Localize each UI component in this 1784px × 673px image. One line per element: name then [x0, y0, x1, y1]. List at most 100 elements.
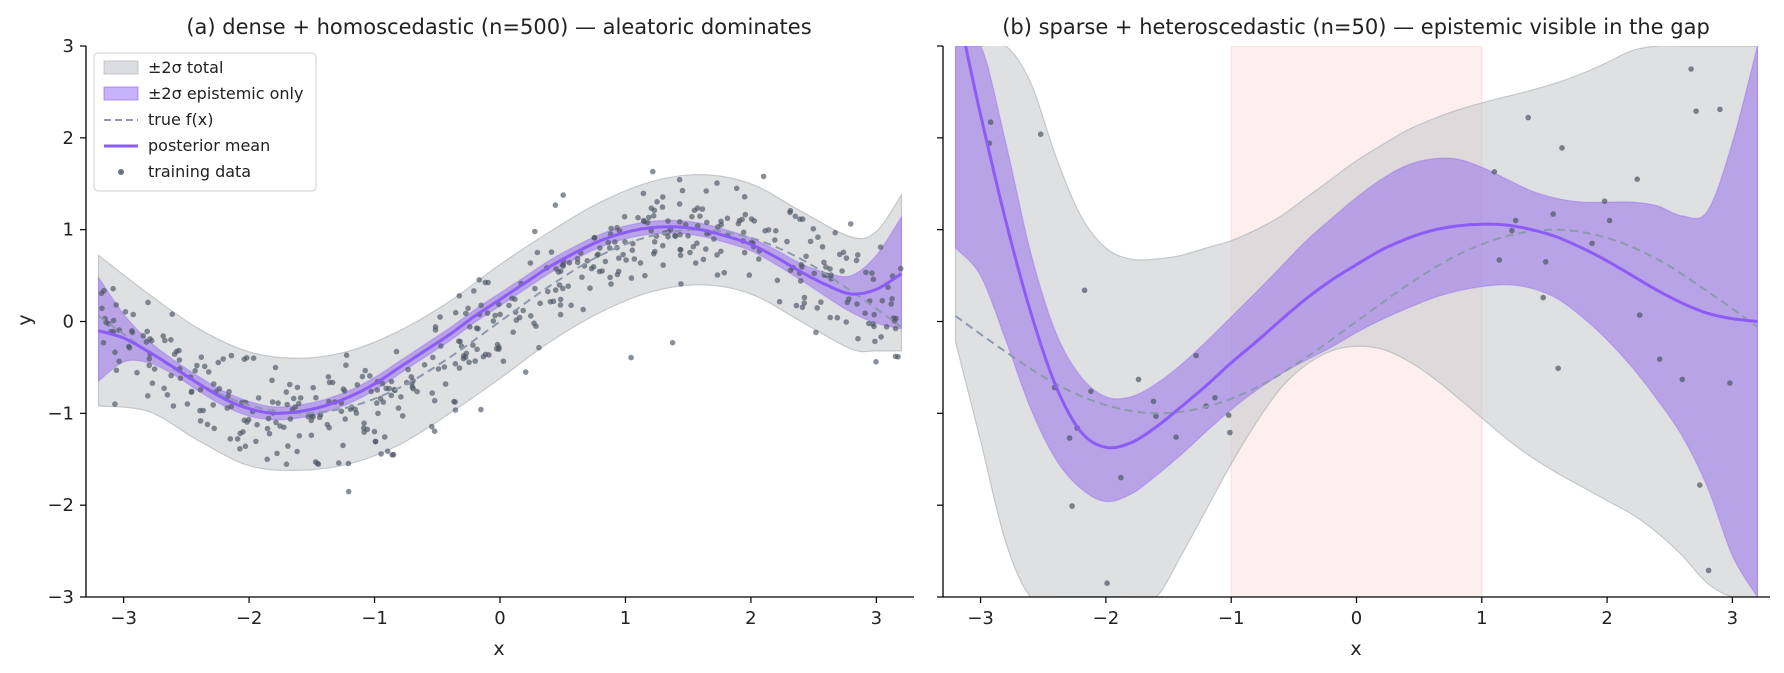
panel-b: (b) sparse + heteroscedastic (n=50) — ep… — [937, 15, 1770, 660]
data-point — [714, 272, 721, 278]
x-tick-label: −1 — [1218, 608, 1245, 629]
legend-total-swatch — [103, 60, 139, 75]
data-point — [485, 279, 491, 286]
data-point — [718, 248, 724, 255]
data-point — [476, 277, 483, 283]
data-point — [813, 329, 819, 336]
data-point — [255, 395, 262, 401]
legend-total-label: ±2σ total — [148, 58, 223, 77]
data-point — [432, 327, 439, 333]
data-point — [839, 268, 845, 274]
data-point — [274, 450, 280, 457]
legend-box — [93, 52, 317, 192]
data-point — [361, 420, 367, 427]
data-point — [1150, 398, 1157, 405]
x-tick-label: 3 — [871, 608, 882, 629]
data-point — [741, 194, 748, 200]
data-point — [129, 328, 135, 334]
data-point — [110, 285, 116, 292]
data-point — [343, 362, 349, 369]
x-tick-label: 0 — [494, 608, 505, 629]
data-point — [184, 401, 191, 407]
data-point — [608, 225, 614, 232]
data-point — [545, 288, 551, 295]
data-point — [605, 239, 612, 246]
data-point — [388, 378, 395, 385]
data-point — [677, 246, 683, 253]
data-point — [272, 364, 279, 371]
data-point — [714, 180, 720, 186]
y-tick-label: −2 — [47, 495, 74, 516]
x-tick-label: −2 — [236, 608, 263, 629]
data-point — [704, 219, 710, 226]
data-point — [595, 251, 601, 257]
data-point — [628, 275, 635, 281]
legend-epistemic-swatch — [103, 86, 139, 101]
data-point — [441, 364, 448, 370]
data-point — [99, 305, 105, 312]
true-function-line — [954, 228, 1759, 415]
data-point — [715, 224, 721, 230]
data-point — [409, 384, 416, 390]
data-point — [484, 310, 491, 317]
data-point — [843, 319, 849, 325]
data-point — [294, 384, 301, 391]
data-point — [854, 301, 860, 307]
y-tick-label: 1 — [63, 220, 74, 241]
data-point — [204, 421, 211, 428]
data-point — [821, 259, 827, 266]
data-point — [264, 425, 271, 432]
data-point — [437, 314, 443, 320]
data-point — [560, 192, 566, 198]
data-point — [672, 233, 679, 239]
data-point — [228, 352, 235, 359]
data-point — [100, 339, 107, 346]
data-point — [1559, 145, 1565, 151]
data-point — [1037, 131, 1044, 137]
data-point — [678, 281, 684, 287]
data-point — [631, 256, 638, 262]
data-point — [228, 403, 235, 410]
data-point — [146, 356, 153, 362]
data-point — [557, 302, 564, 308]
data-point — [1512, 217, 1519, 224]
data-point — [877, 244, 884, 250]
data-point — [110, 317, 117, 324]
data-point — [574, 255, 581, 262]
data-point — [620, 251, 626, 258]
data-point — [793, 302, 800, 309]
data-point — [287, 416, 294, 422]
data-point — [676, 201, 683, 207]
data-point — [103, 319, 109, 326]
data-point — [888, 301, 894, 307]
data-point — [467, 324, 473, 330]
data-point — [245, 416, 252, 423]
data-point — [685, 233, 691, 239]
data-point — [237, 446, 243, 452]
data-point — [1491, 169, 1498, 175]
data-point — [122, 309, 129, 315]
data-point — [372, 438, 379, 445]
data-point — [889, 296, 895, 302]
data-point — [892, 325, 899, 332]
posterior-mean-line — [964, 46, 1758, 450]
data-point — [430, 354, 436, 361]
data-point — [435, 366, 442, 372]
data-point — [746, 272, 753, 278]
data-point — [534, 249, 541, 256]
data-point — [714, 252, 720, 258]
data-point — [1606, 217, 1613, 224]
data-point — [281, 424, 287, 431]
data-point — [177, 375, 184, 382]
data-point — [616, 255, 622, 261]
x-tick-label: 1 — [620, 608, 631, 629]
x-tick-label: 3 — [1727, 608, 1738, 629]
data-point — [691, 207, 698, 214]
x-tick-label: −3 — [110, 608, 137, 629]
data-point — [773, 228, 779, 234]
data-point — [807, 238, 814, 245]
data-point — [242, 443, 249, 450]
data-point — [844, 299, 851, 306]
y-tick-label: 0 — [63, 312, 74, 333]
